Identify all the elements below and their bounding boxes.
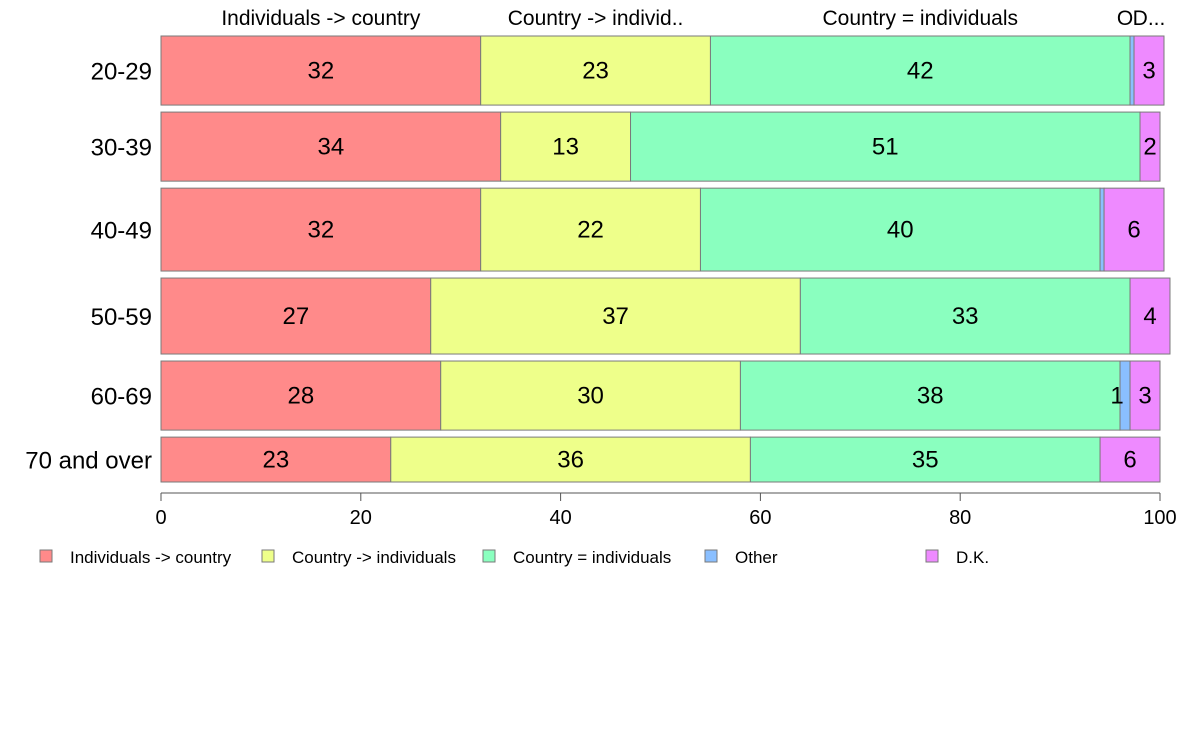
bar-segment-60-69-individuals-country [160,360,442,431]
bar-segment-40-49-d-k [1103,187,1165,272]
bar-segment-40-49-country-individuals [480,187,701,272]
bar-row-30-39: 34 13 51 2 [160,111,1161,182]
data-label-20-29-country-individuals: 23 [582,58,609,85]
data-label-40-49-country-individuals: 40 [887,217,914,244]
category-label-20-29: 20-29 [91,59,152,86]
data-label-50-59-d-k: 4 [1143,303,1156,330]
legend-swatch-country-individuals [261,549,275,563]
top-series-labels: Individuals -> country Country -> individ… [221,7,1165,30]
bar-segment-50-59-individuals-country [160,277,432,355]
data-label-50-59-country-individuals: 33 [952,303,979,330]
bar-segment-60-69-country-individuals [440,360,741,431]
data-label-50-59-country-individuals: 37 [602,303,629,330]
legend-label-country-individuals: Country -> individuals [292,548,456,567]
legend-label-d-k: D.K. [956,548,989,567]
category-label-60-69: 60-69 [91,384,152,411]
legend-swatch-country-individuals [482,549,496,563]
data-label-50-59-individuals-country: 27 [283,303,310,330]
data-label-20-29-individuals-country: 32 [307,58,334,85]
bar-segment-20-29-individuals-country [160,35,482,106]
data-label-70-and-over-individuals-country: 23 [263,447,290,474]
bar-row-70-and-over: 23 36 35 6 [160,436,1161,483]
data-label-40-49-country-individuals: 22 [577,217,604,244]
category-label-50-59: 50-59 [91,304,152,331]
data-label-60-69-country-individuals: 38 [917,383,944,410]
x-tick-label-100: 100 [1143,507,1176,529]
top-label-d-k: D... [1133,7,1166,30]
x-axis: 0 20 40 60 80 100 [155,492,1177,529]
legend-label-other: Other [735,548,778,567]
legend-item-individuals-country: Individuals -> country [39,548,232,567]
data-label-60-69-d-k: 3 [1138,383,1151,410]
category-label-70-and-over: 70 and over [25,448,152,475]
bar-area: 32 23 42 334 13 51 232 22 40 627 37 33 428 30 38 1 323 36… [160,35,1171,483]
category-label-30-39: 30-39 [91,135,152,162]
data-label-30-39-country-individuals: 13 [552,134,579,161]
bar-segment-60-69-country-individuals [739,360,1121,431]
bar-row-50-59: 27 37 33 4 [160,277,1171,355]
data-label-30-39-country-individuals: 51 [872,134,899,161]
bar-row-20-29: 32 23 42 3 [160,35,1165,106]
bar-segment-30-39-country-individuals [500,111,632,182]
bar-segment-40-49-individuals-country [160,187,482,272]
legend-item-country-individuals: Country = individuals [482,548,671,567]
top-label-other: O [1117,7,1133,30]
bar-segment-70-and-over-d-k [1099,436,1161,483]
data-label-30-39-d-k: 2 [1143,134,1156,161]
x-tick-label-40: 40 [549,507,571,529]
legend-label-country-individuals: Country = individuals [513,548,671,567]
legend-item-d-k: D.K. [925,548,989,567]
bar-segment-40-49-other [1099,187,1105,272]
legend-item-country-individuals: Country -> individuals [261,548,456,567]
bar-row-40-49: 32 22 40 6 [160,187,1165,272]
legend: Individuals -> country Country -> individ… [39,548,989,567]
bar-segment-20-29-country-individuals [480,35,711,106]
x-tick-label-0: 0 [155,507,166,529]
data-label-60-69-other: 1 [1110,383,1123,410]
data-label-30-39-individuals-country: 34 [317,134,344,161]
x-tick-label-20: 20 [350,507,372,529]
bar-segment-20-29-other [1129,35,1135,106]
bar-row-60-69: 28 30 38 1 3 [160,360,1161,431]
category-label-40-49: 40-49 [91,218,152,245]
bar-segment-60-69-d-k [1129,360,1161,431]
bar-segment-70-and-over-country-individuals [749,436,1101,483]
legend-item-other: Other [704,548,778,567]
bar-segment-40-49-country-individuals [699,187,1101,272]
legend-swatch-other [704,549,718,563]
data-label-70-and-over-country-individuals: 36 [557,447,584,474]
data-label-40-49-d-k: 6 [1127,217,1140,244]
bar-segment-30-39-country-individuals [630,111,1141,182]
data-label-60-69-country-individuals: 30 [577,383,604,410]
top-label-country-individuals: Country = individuals [822,7,1018,30]
x-tick-label-80: 80 [949,507,971,529]
category-labels: 20-29 30-39 40-49 50-59 60-69 70 and over [25,59,152,475]
bar-segment-30-39-d-k [1139,111,1161,182]
bar-segment-30-39-individuals-country [160,111,502,182]
bar-segment-70-and-over-individuals-country [160,436,392,483]
bar-segment-20-29-country-individuals [709,35,1131,106]
data-label-70-and-over-country-individuals: 35 [912,447,939,474]
legend-swatch-individuals-country [39,549,53,563]
data-label-60-69-individuals-country: 28 [288,383,315,410]
data-label-20-29-country-individuals: 42 [907,58,934,85]
legend-swatch-d-k [925,549,939,563]
bar-segment-20-29-d-k [1133,35,1165,106]
bar-segment-50-59-country-individuals [430,277,801,355]
bar-segment-50-59-d-k [1129,277,1171,355]
top-label-individuals-country: Individuals -> country [221,7,421,30]
data-label-70-and-over-d-k: 6 [1123,447,1136,474]
top-label-country-individuals: Country -> individ.. [508,7,684,30]
legend-label-individuals-country: Individuals -> country [70,548,232,567]
data-label-20-29-d-k: 3 [1142,58,1155,85]
data-label-40-49-individuals-country: 32 [307,217,334,244]
bar-segment-50-59-country-individuals [799,277,1131,355]
x-tick-label-60: 60 [749,507,771,529]
